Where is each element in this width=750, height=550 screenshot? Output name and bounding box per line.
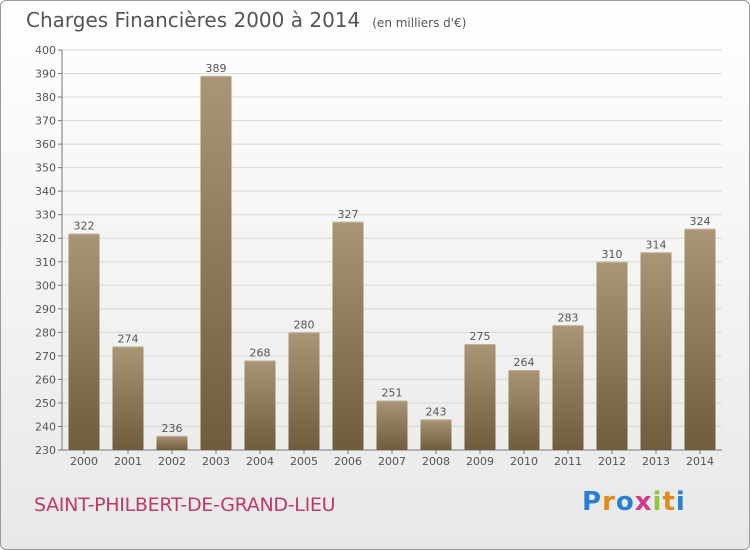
bar [552,325,584,450]
bar-value-label: 268 [250,347,271,360]
x-tick-label: 2005 [290,455,318,468]
y-tick-label: 310 [35,256,56,269]
bar-top-edge [508,370,540,371]
bar-top-edge [464,344,496,346]
city-name: SAINT-PHILBERT-DE-GRAND-LIEU [34,494,336,516]
bar [112,346,144,450]
y-tick-label: 250 [35,397,56,410]
y-tick-label: 290 [35,303,56,316]
y-tick-label: 260 [35,373,56,386]
y-tick-label: 300 [35,279,56,292]
y-tick-label: 350 [35,162,56,175]
x-tick-label: 2008 [422,455,450,468]
x-tick-label: 2013 [642,455,670,468]
x-tick-label: 2000 [70,455,98,468]
bar-top-edge [288,332,320,334]
bar-top-edge [596,261,628,263]
title-text: Charges Financières 2000 à 2014 [26,8,361,32]
x-tick-label: 2012 [598,455,626,468]
bar [640,252,672,450]
bar-top-edge [376,400,408,402]
bar [156,435,188,450]
bar-value-label: 251 [382,387,403,400]
bar [596,261,628,450]
y-tick-label: 390 [35,68,56,81]
y-tick-label: 230 [35,444,56,457]
y-tick-label: 400 [35,44,56,57]
bar [200,75,232,450]
bar-value-label: 324 [690,215,711,228]
x-tick-label: 2001 [114,455,142,468]
bar-value-label: 327 [338,208,359,221]
bar-top-edge [200,75,232,77]
bar [684,228,716,450]
y-tick-label: 280 [35,326,56,339]
y-tick-label: 240 [35,420,56,433]
bar-top-edge [420,419,452,421]
bar-top-edge [156,435,188,437]
bar-top-edge [332,221,364,223]
title-unit: (en milliers d'€) [372,16,467,30]
bar-top-edge [684,228,716,230]
bar [68,233,100,450]
x-tick-label: 2014 [686,455,714,468]
y-tick-label: 380 [35,91,56,104]
bar [508,370,540,450]
bar [420,419,452,450]
bar-top-edge [640,252,672,254]
y-tick-label: 270 [35,350,56,363]
y-tick-label: 360 [35,138,56,151]
data-labels: 322 274 236 389 268 280 327 251 243 275 264 283 310 3… [74,62,711,435]
bar-top-edge [68,233,100,235]
bar [332,221,364,450]
x-tick-label: 2010 [510,455,538,468]
bar-value-label: 322 [74,220,95,233]
bar-value-label: 283 [558,311,579,324]
bar-value-label: 274 [118,332,139,345]
bar-value-label: 264 [514,356,535,369]
bar-value-label: 389 [206,62,227,75]
bar [244,360,276,450]
y-tick-label: 320 [35,232,56,245]
chart-title: Charges Financières 2000 à 2014 (en milli… [26,8,466,32]
bar-value-label: 236 [162,422,183,435]
bar-top-edge [552,325,584,327]
bar-top-edge [112,346,144,348]
bar-top-edge [244,360,276,362]
x-tick-label: 2009 [466,455,494,468]
proxiti-logo: Proxiti [582,487,686,517]
x-tick-label: 2004 [246,455,274,468]
bar [376,400,408,450]
bar-value-label: 275 [470,330,491,343]
bar [464,344,496,450]
x-tick-label: 2006 [334,455,362,468]
x-tick-label: 2002 [158,455,186,468]
y-tick-label: 330 [35,209,56,222]
bar-value-label: 243 [426,405,447,418]
bar-value-label: 280 [294,318,315,331]
bar-value-label: 310 [602,248,623,261]
x-tick-label: 2011 [554,455,582,468]
bar [288,332,320,450]
bar-value-label: 314 [646,238,667,251]
x-tick-label: 2007 [378,455,406,468]
x-tick-label: 2003 [202,455,230,468]
y-tick-label: 340 [35,185,56,198]
bars [68,75,716,450]
y-tick-label: 370 [35,115,56,128]
